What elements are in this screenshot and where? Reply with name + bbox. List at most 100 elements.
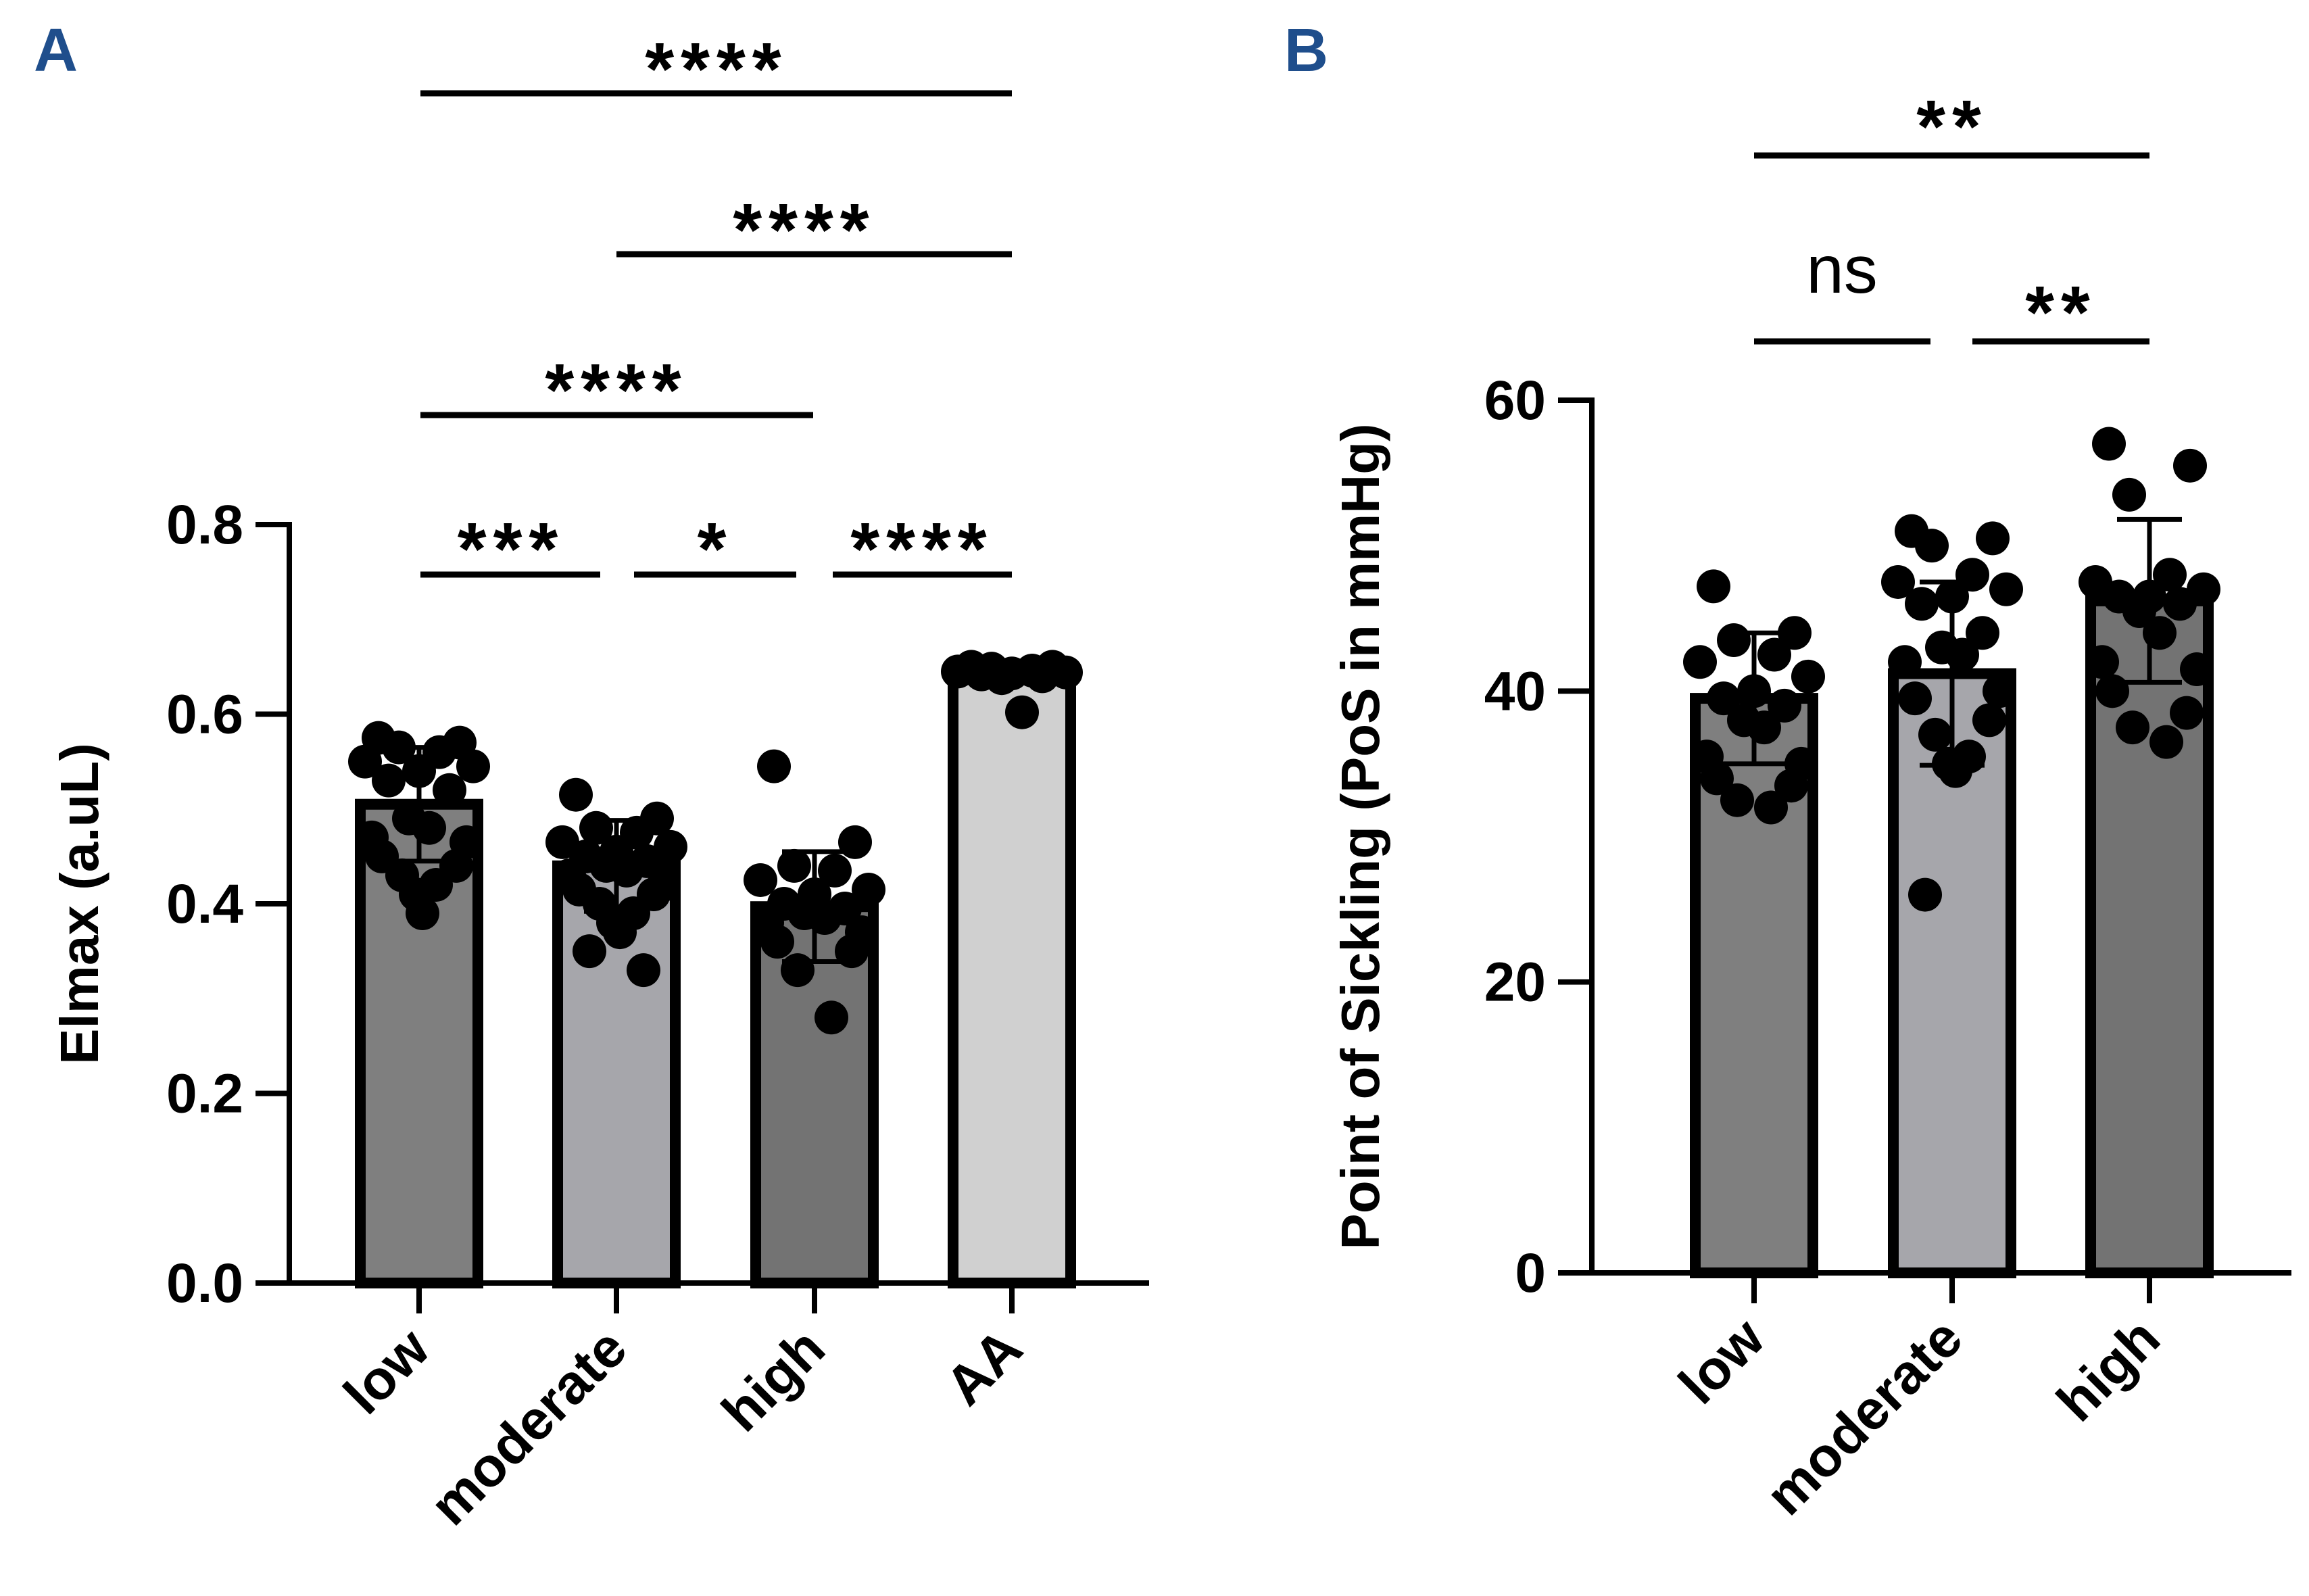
- data-point: [781, 953, 815, 988]
- data-point: [838, 825, 872, 859]
- data-point: [818, 853, 852, 888]
- data-point: [372, 763, 406, 798]
- data-point: [1754, 790, 1788, 825]
- y-axis-title: Point of Sickling (PoS in mmHg): [1330, 423, 1390, 1249]
- data-point: [2180, 652, 2214, 687]
- data-point: [1683, 645, 1717, 679]
- data-point: [1972, 703, 2006, 737]
- data-point: [2173, 448, 2207, 483]
- data-point: [2112, 477, 2146, 512]
- data-point: [2122, 594, 2156, 628]
- data-point: [1915, 529, 1949, 563]
- data-point: [1747, 710, 1781, 745]
- data-point: [382, 730, 416, 765]
- y-tick-label: 0.6: [166, 684, 243, 746]
- data-point: [1918, 717, 1952, 752]
- data-point: [2095, 674, 2129, 708]
- bar-AA: [948, 668, 1076, 1288]
- significance-label: ****: [733, 189, 875, 272]
- data-point: [627, 953, 660, 988]
- significance-label: ***: [458, 508, 564, 591]
- data-point: [744, 863, 777, 897]
- data-point: [1976, 521, 2010, 556]
- data-point: [2143, 616, 2177, 650]
- data-point: [1955, 558, 1989, 592]
- data-point: [2153, 558, 2187, 592]
- significance-label: *: [698, 508, 733, 591]
- y-tick-label: 60: [1484, 370, 1546, 431]
- data-point: [1905, 587, 1939, 621]
- data-point: [1966, 616, 1999, 650]
- data-point: [2085, 645, 2119, 679]
- data-point: [760, 925, 794, 959]
- data-point: [456, 749, 490, 783]
- x-tick-label-low: low: [333, 1317, 441, 1426]
- data-point: [412, 811, 446, 845]
- panel-label: A: [34, 17, 78, 84]
- data-point: [2116, 710, 2149, 745]
- y-tick-label: 0.8: [166, 494, 243, 556]
- significance-label: ns: [1806, 232, 1878, 308]
- panel-label: B: [1284, 17, 1328, 84]
- y-tick-label: 0.2: [166, 1063, 243, 1125]
- data-point: [2092, 427, 2126, 461]
- y-tick-label: 0: [1515, 1242, 1546, 1304]
- significance-label: ****: [850, 508, 993, 591]
- data-point: [1791, 659, 1825, 694]
- data-point: [1768, 688, 1801, 723]
- x-tick-label-low: low: [1668, 1307, 1776, 1416]
- x-tick-label-high: high: [2045, 1307, 2172, 1433]
- data-point: [1700, 761, 1734, 796]
- data-point: [348, 744, 382, 779]
- data-point: [1908, 877, 1942, 912]
- data-point: [1737, 674, 1771, 708]
- data-point: [1774, 769, 1808, 803]
- data-point: [402, 754, 436, 788]
- data-point: [777, 848, 811, 883]
- data-point: [815, 1000, 848, 1035]
- y-tick-label: 0.0: [166, 1253, 243, 1314]
- data-point: [1778, 616, 1812, 650]
- x-tick-label-moderate: moderate: [1754, 1307, 1974, 1526]
- data-point: [1935, 579, 1969, 614]
- data-point: [406, 896, 439, 931]
- data-point: [433, 773, 466, 807]
- data-point: [757, 749, 791, 783]
- data-point: [559, 777, 593, 812]
- data-point: [1881, 564, 1915, 599]
- x-tick-label-high: high: [710, 1317, 837, 1443]
- x-tick-label-AA: AA: [934, 1317, 1034, 1417]
- y-tick-label: 20: [1484, 952, 1546, 1013]
- data-point: [2163, 587, 2197, 621]
- data-point: [1989, 572, 2023, 606]
- data-point: [1939, 754, 1972, 788]
- data-point: [2170, 696, 2204, 730]
- data-point: [610, 853, 643, 888]
- data-point: [1707, 681, 1741, 716]
- data-point: [2149, 725, 2183, 759]
- data-point: [1945, 637, 1979, 672]
- data-point: [852, 872, 885, 906]
- data-point: [1757, 637, 1791, 672]
- data-point: [1025, 659, 1059, 694]
- significance-label: ****: [645, 28, 787, 111]
- data-point: [1697, 569, 1730, 604]
- data-point: [579, 811, 613, 845]
- data-point: [985, 661, 1019, 696]
- significance-label: **: [1916, 85, 1988, 168]
- data-point: [1005, 695, 1039, 729]
- data-point: [1898, 681, 1932, 716]
- data-point: [1983, 674, 2016, 708]
- y-axis-title: Elmax (a.uL): [49, 743, 110, 1065]
- data-point: [1717, 623, 1751, 658]
- data-point: [835, 934, 869, 969]
- significance-label: **: [2025, 271, 2097, 354]
- data-point: [603, 915, 637, 950]
- data-point: [1720, 783, 1754, 817]
- data-point: [573, 934, 606, 969]
- y-tick-label: 40: [1484, 660, 1546, 722]
- data-point: [808, 901, 842, 936]
